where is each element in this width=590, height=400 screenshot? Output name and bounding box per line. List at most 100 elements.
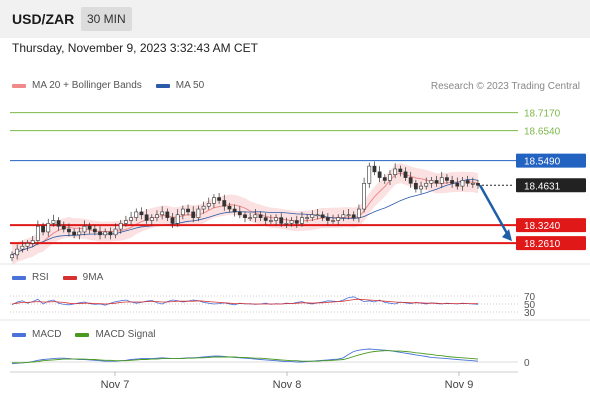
- candle-body: [191, 211, 196, 218]
- candle-body: [346, 214, 351, 217]
- candle-body: [186, 208, 190, 213]
- candle-body: [160, 211, 165, 216]
- candle-body: [124, 220, 128, 224]
- candle-body: [232, 208, 237, 213]
- level-tag-18.5490: [516, 153, 586, 168]
- candle-body: [413, 182, 418, 190]
- currency-pair-title: USD/ZAR: [12, 11, 75, 27]
- candle-body: [419, 185, 423, 190]
- rsi-level-label-30: 30: [524, 308, 536, 319]
- candle-body: [331, 220, 335, 222]
- rsi-legend: RSI 9MA: [12, 272, 117, 283]
- macd-zero-label: 0: [524, 358, 530, 369]
- macd-signal-swatch: [75, 332, 90, 337]
- candle-body: [155, 214, 159, 218]
- candle-body: [325, 217, 330, 221]
- candle-body: [460, 180, 465, 187]
- candle-body: [393, 168, 398, 176]
- candle-body: [201, 205, 206, 210]
- level-label-18.7170: 18.7170: [524, 109, 561, 120]
- rsi-level-label-70: 70: [524, 292, 536, 303]
- candle-body: [476, 182, 480, 186]
- candle-body: [56, 220, 61, 227]
- candle-body: [289, 220, 294, 224]
- candle-body: [25, 243, 30, 247]
- macd-line: [11, 348, 479, 365]
- level-label-18.3240: 18.3240: [524, 221, 561, 232]
- chart-header: USD/ZAR 30 MIN: [0, 0, 590, 38]
- candle-body: [206, 203, 211, 207]
- candle-body: [144, 214, 149, 221]
- candle-body: [320, 214, 325, 218]
- level-label-18.2610: 18.2610: [524, 239, 561, 250]
- candle-body: [382, 177, 387, 181]
- candle-body: [118, 223, 123, 230]
- macd-legend: MACD MACD Signal: [12, 329, 169, 340]
- candle-body: [362, 182, 366, 210]
- rsi-ma-swatch: [62, 275, 77, 280]
- candle-body: [243, 214, 247, 218]
- candle-body: [279, 217, 284, 224]
- candle-body: [434, 180, 439, 184]
- candle-body: [300, 217, 304, 224]
- candle-body: [263, 217, 268, 221]
- legend-item-rsi: RSI: [12, 272, 49, 283]
- legend-label-rsi: RSI: [32, 272, 49, 283]
- candle-body: [103, 231, 108, 236]
- bollinger-swatch: [12, 83, 26, 88]
- candle-body: [305, 217, 310, 219]
- candle-body: [15, 248, 20, 256]
- rsi-swatch: [12, 275, 26, 280]
- candle-body: [134, 211, 139, 218]
- x-tick-label: Nov 8: [273, 379, 302, 391]
- candle-body: [455, 182, 460, 187]
- rsi-level-label-50: 50: [524, 300, 536, 311]
- candle-body: [139, 211, 144, 216]
- candle-body: [403, 171, 408, 178]
- rsi-ma-line: [11, 298, 478, 305]
- candle-body: [465, 180, 470, 184]
- candle-body: [92, 228, 97, 233]
- candle-body: [82, 225, 87, 233]
- timeframe-badge[interactable]: 30 MIN: [81, 7, 132, 31]
- level-label-18.4631: 18.4631: [524, 181, 561, 192]
- legend-label-bollinger: MA 20 + Bollinger Bands: [32, 80, 142, 91]
- candle-body: [222, 200, 227, 207]
- candle-body: [274, 217, 278, 221]
- candle-body: [35, 225, 40, 241]
- level-label-18.5490: 18.5490: [524, 157, 561, 168]
- macd-swatch: [12, 332, 26, 337]
- candle-body: [67, 228, 71, 233]
- candle-body: [165, 211, 170, 218]
- candle-body: [253, 214, 258, 218]
- candle-body: [367, 165, 372, 184]
- legend-label-macd-signal: MACD Signal: [95, 329, 156, 340]
- candle-body: [398, 168, 403, 173]
- candle-body: [408, 177, 413, 184]
- legend-item-ma50: MA 50: [155, 80, 204, 91]
- candle-body: [237, 211, 242, 216]
- x-tick-label: Nov 7: [101, 379, 130, 391]
- candle-body: [470, 182, 475, 185]
- candle-body: [315, 214, 320, 217]
- candle-body: [46, 223, 51, 233]
- candle-body: [424, 182, 429, 187]
- candle-body: [248, 217, 253, 219]
- candle-body: [87, 225, 92, 230]
- candle-body: [341, 214, 346, 218]
- candle-body: [351, 214, 356, 218]
- legend-item-macd: MACD: [12, 329, 61, 340]
- candle-body: [113, 228, 118, 236]
- candle-body: [377, 171, 382, 178]
- candle-body: [294, 220, 299, 224]
- level-tag-18.4631: [516, 178, 586, 193]
- candle-body: [108, 231, 113, 236]
- candle-body: [439, 177, 444, 184]
- candle-body: [20, 245, 25, 250]
- legend-label-macd: MACD: [32, 329, 62, 340]
- legend-item-bollinger: MA 20 + Bollinger Bands: [12, 80, 142, 91]
- candle-body: [51, 220, 56, 224]
- copyright-text: Research © 2023 Trading Central: [430, 81, 580, 92]
- candle-body: [175, 214, 180, 224]
